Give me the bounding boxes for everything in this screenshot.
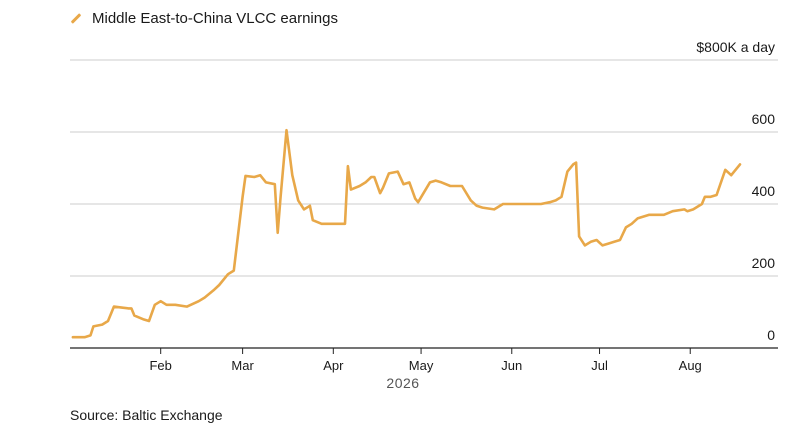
x-tick-label-apr: Apr <box>323 358 344 373</box>
legend: Middle East-to-China VLCC earnings <box>70 10 338 27</box>
x-axis-ticks: Feb Mar Apr May Jun Jul Aug <box>149 348 702 373</box>
x-tick-label-jun: Jun <box>501 358 522 373</box>
series-line-0 <box>71 128 742 339</box>
x-tick-label-aug: Aug <box>679 358 702 373</box>
source-note: Source: Baltic Exchange <box>70 407 223 423</box>
y-tick-label-0: 0 <box>767 327 775 343</box>
gridlines <box>70 59 778 277</box>
legend-label: Middle East-to-China VLCC earnings <box>92 10 338 27</box>
y-tick-label-800: $800K a day <box>696 39 775 55</box>
x-tick-label-jul: Jul <box>591 358 608 373</box>
y-tick-label-600: 600 <box>752 111 776 127</box>
y-tick-label-400: 400 <box>752 183 776 199</box>
x-axis-year-label: 2026 <box>386 375 419 391</box>
y-tick-label-200: 200 <box>752 255 776 271</box>
x-tick-label-feb: Feb <box>149 358 171 373</box>
x-tick-label-may: May <box>409 358 434 373</box>
series-layer <box>71 128 742 339</box>
y-axis-ticks: 0 200 400 600 $800K a day <box>696 39 775 343</box>
x-tick-label-mar: Mar <box>231 358 254 373</box>
